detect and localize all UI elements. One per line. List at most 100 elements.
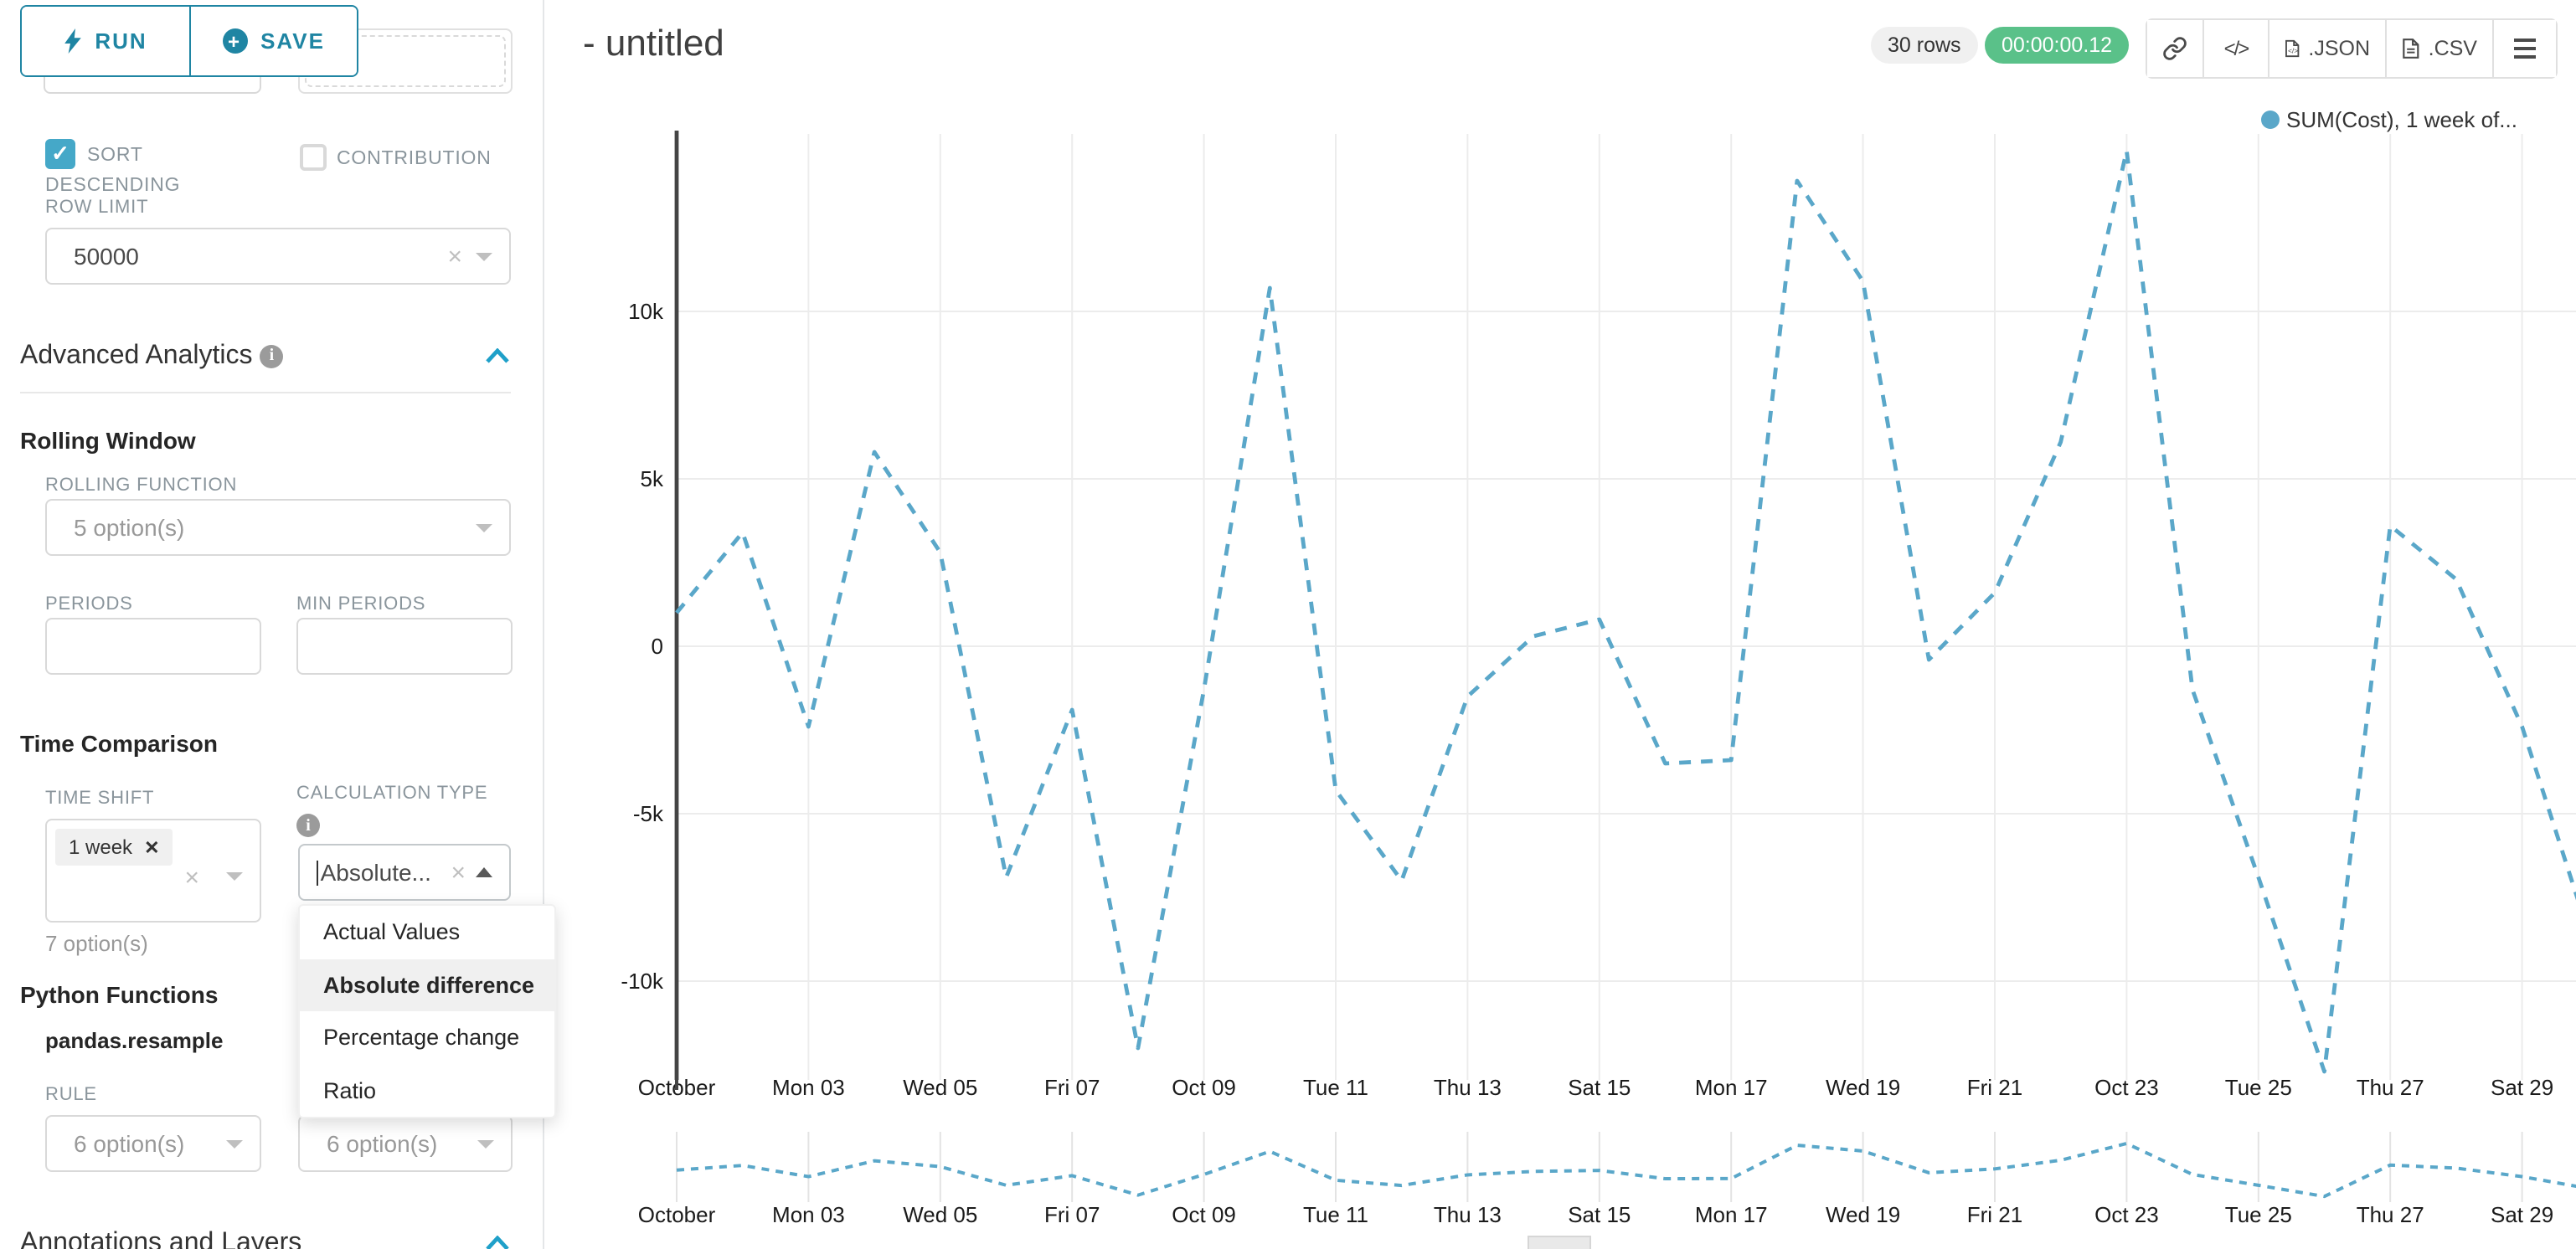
chevron-down-icon[interactable] — [477, 1139, 494, 1148]
collapse-chevron-up-icon[interactable] — [486, 348, 509, 363]
export-json-label: .JSON — [2308, 37, 2370, 60]
rule-select[interactable]: 6 option(s) — [45, 1115, 261, 1172]
control-panel: 7 option(s) RUN + SAVE ✓ SORT DESCENDING… — [0, 0, 556, 1249]
clear-icon: × — [184, 864, 213, 891]
dropdown-option[interactable]: Percentage change — [323, 1025, 520, 1051]
python-functions-title: Python Functions — [20, 981, 219, 1008]
svg-text:Mon 17: Mon 17 — [1695, 1202, 1768, 1227]
calculation-type-label: CALCULATION TYPE — [296, 784, 488, 804]
info-icon: i — [260, 344, 284, 368]
svg-text:Mon 17: Mon 17 — [1695, 1075, 1768, 1100]
time-shift-tag-label: 1 week — [69, 835, 133, 859]
contribution-checkbox[interactable] — [300, 144, 327, 171]
clear-x-glyph[interactable]: × — [184, 864, 199, 892]
svg-text:Fri 21: Fri 21 — [1967, 1075, 2022, 1100]
dropdown-option[interactable]: Absolute difference — [300, 959, 554, 1011]
export-csv-button[interactable]: .CSV — [2387, 20, 2494, 77]
svg-text:Thu 27: Thu 27 — [2357, 1075, 2424, 1100]
chevron-down-icon[interactable] — [476, 523, 492, 532]
method-select[interactable]: 6 option(s) — [298, 1115, 513, 1172]
legend-series-dot-icon — [2261, 111, 2280, 129]
rolling-function-select[interactable]: 5 option(s) — [45, 499, 511, 556]
svg-text:Oct 23: Oct 23 — [2094, 1075, 2159, 1100]
svg-text:Tue 11: Tue 11 — [1303, 1202, 1368, 1227]
legend-series-label: SUM(Cost), 1 week of... — [2286, 107, 2517, 132]
export-csv-label: .CSV — [2428, 37, 2477, 60]
export-json-button[interactable]: </> .JSON — [2269, 20, 2387, 77]
time-shift-helper: 7 option(s) — [45, 931, 148, 956]
svg-text:Sat 29: Sat 29 — [2491, 1075, 2553, 1100]
chevron-up-icon[interactable] — [476, 867, 492, 877]
svg-text:Thu 13: Thu 13 — [1434, 1075, 1502, 1100]
row-limit-label: ROW LIMIT — [45, 198, 149, 218]
tag-close-icon[interactable]: ✕ — [144, 838, 160, 858]
chevron-down-icon[interactable] — [226, 1139, 243, 1148]
svg-text:Tue 25: Tue 25 — [2225, 1075, 2292, 1100]
advanced-analytics-title-text: Advanced Analytics — [20, 342, 253, 370]
svg-text:Wed 19: Wed 19 — [1826, 1202, 1900, 1227]
advanced-analytics-title: Advanced Analytics i — [20, 342, 284, 372]
svg-text:Oct 09: Oct 09 — [1172, 1075, 1236, 1100]
svg-text:Fri 07: Fri 07 — [1044, 1075, 1100, 1100]
chevron-down-icon[interactable] — [226, 872, 243, 881]
contribution-label: CONTRIBUTION — [337, 149, 492, 169]
svg-text:Wed 19: Wed 19 — [1826, 1075, 1900, 1100]
text-cursor — [317, 860, 319, 885]
run-button[interactable]: RUN — [22, 7, 190, 75]
info-icon: i — [296, 814, 320, 837]
sort-descending-label-line1: SORT — [87, 146, 143, 166]
json-file-icon: </> — [2285, 39, 2300, 58]
svg-text:Tue 25: Tue 25 — [2225, 1202, 2292, 1227]
row-limit-select[interactable]: 50000 × — [45, 228, 511, 285]
link-icon — [2163, 37, 2187, 60]
collapse-chevron-up-icon[interactable] — [486, 1236, 509, 1249]
svg-text:10k: 10k — [628, 299, 664, 324]
plus-circle-icon: + — [222, 28, 248, 54]
legend-item[interactable]: SUM(Cost), 1 week of... — [2261, 107, 2517, 132]
min-periods-input[interactable] — [296, 618, 513, 675]
svg-text:Oct 23: Oct 23 — [2094, 1202, 2159, 1227]
results-panel-handle[interactable] — [1528, 1236, 1591, 1249]
svg-text:Mon 03: Mon 03 — [772, 1202, 845, 1227]
view-query-button[interactable]: </> — [2204, 20, 2269, 77]
share-link-button[interactable] — [2147, 20, 2204, 77]
clear-icon[interactable]: × — [451, 858, 466, 887]
svg-text:5k: 5k — [641, 466, 664, 491]
svg-text:Fri 21: Fri 21 — [1967, 1202, 2022, 1227]
svg-text:Thu 27: Thu 27 — [2357, 1202, 2424, 1227]
csv-file-icon — [2403, 39, 2419, 59]
time-comparison-title: Time Comparison — [20, 730, 218, 757]
time-shift-tag: 1 week ✕ — [55, 829, 173, 866]
svg-text:-10k: -10k — [621, 969, 664, 994]
query-timer-badge: 00:00:00.12 — [1985, 27, 2130, 64]
svg-text:Thu 13: Thu 13 — [1434, 1202, 1502, 1227]
time-shift-select[interactable]: 1 week ✕ × — [45, 819, 261, 923]
rule-value: 6 option(s) — [74, 1130, 185, 1157]
rolling-function-label: ROLLING FUNCTION — [45, 475, 238, 496]
chevron-down-icon[interactable] — [476, 252, 492, 260]
dropdown-option[interactable]: Ratio — [323, 1077, 377, 1103]
save-button-label: SAVE — [260, 28, 325, 54]
svg-text:Fri 07: Fri 07 — [1044, 1202, 1100, 1227]
sort-descending-checkbox[interactable]: ✓ — [45, 139, 75, 169]
save-button[interactable]: + SAVE — [190, 7, 357, 75]
periods-input[interactable] — [45, 618, 261, 675]
calculation-type-dropdown: Actual Values Absolute difference Percenta… — [298, 904, 556, 1118]
run-button-label: RUN — [95, 28, 147, 54]
calculation-type-combobox[interactable]: Absolute... × — [298, 844, 511, 901]
svg-text:-5k: -5k — [633, 801, 664, 826]
rolling-window-title: Rolling Window — [20, 427, 196, 454]
dropdown-option[interactable]: Actual Values — [323, 919, 461, 945]
svg-text:Wed 05: Wed 05 — [903, 1202, 977, 1227]
calculation-type-value: Absolute... — [320, 859, 431, 886]
time-shift-label: TIME SHIFT — [45, 789, 155, 809]
min-periods-label: MIN PERIODS — [296, 594, 426, 614]
more-options-button[interactable] — [2494, 20, 2556, 77]
svg-text:Sat 15: Sat 15 — [1568, 1075, 1631, 1100]
section-divider — [20, 392, 511, 393]
svg-text:Wed 05: Wed 05 — [903, 1075, 977, 1100]
clear-icon[interactable]: × — [447, 242, 462, 270]
svg-text:0: 0 — [652, 634, 663, 659]
